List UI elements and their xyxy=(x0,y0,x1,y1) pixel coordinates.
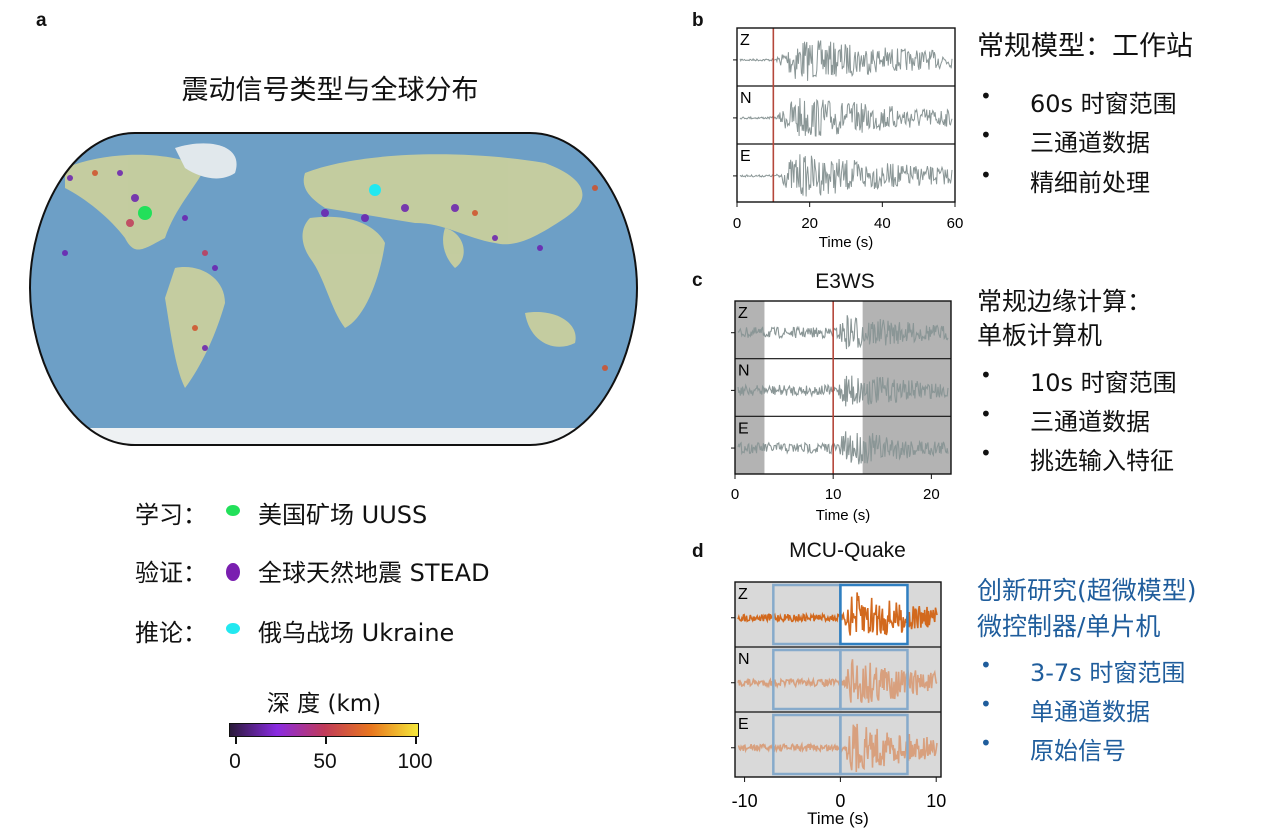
x-tick-label: 60 xyxy=(947,215,964,232)
bullet-text: 60s 时窗范围 xyxy=(1030,90,1177,118)
x-axis-label: Time (s) xyxy=(816,507,870,524)
x-tick-label: 20 xyxy=(923,486,940,503)
x-tick-label: -10 xyxy=(732,791,758,811)
bullet-text: 三通道数据 xyxy=(1030,129,1150,157)
plot-frame xyxy=(736,27,956,203)
bullet-icon: • xyxy=(980,363,992,387)
waveform-trace xyxy=(737,375,949,407)
x-axis-label: Time (s) xyxy=(819,234,873,251)
time-window-box xyxy=(839,648,909,711)
bullet-icon: • xyxy=(980,84,992,108)
waveform-trace xyxy=(739,98,953,137)
x-tick-label: 0 xyxy=(835,791,845,811)
channel-label: Z xyxy=(738,586,748,603)
x-tick-label: 10 xyxy=(825,486,842,503)
bullet-icon: • xyxy=(980,163,992,187)
waveform-trace xyxy=(737,431,949,465)
legend-text: 全球天然地震 STEAD xyxy=(258,559,490,587)
plot-frame xyxy=(734,300,952,475)
panel-heading: 单板计算机 xyxy=(977,321,1103,350)
channel-label: Z xyxy=(738,305,748,322)
channel-label: N xyxy=(738,363,750,380)
colorbar-tick-label: 0 xyxy=(229,750,241,773)
panel-a-label: a xyxy=(36,10,47,31)
bullet-text: 10s 时窗范围 xyxy=(1030,369,1177,397)
time-window-box xyxy=(839,713,909,776)
panel-c-label: c xyxy=(692,270,703,291)
waveform-trace xyxy=(737,659,938,703)
x-tick-label: 40 xyxy=(874,215,891,232)
x-tick-label: 0 xyxy=(733,215,741,232)
legend-text: 美国矿场 UUSS xyxy=(258,501,428,529)
waveform-trace xyxy=(737,315,949,350)
panel-heading: 创新研究(超微模型) xyxy=(977,576,1197,605)
colorbar-tick-label: 50 xyxy=(313,750,337,773)
colorbar-tick-label: 100 xyxy=(397,750,433,773)
bullet-icon: • xyxy=(980,441,992,465)
panel-d-label: d xyxy=(692,541,704,562)
channel-label: N xyxy=(740,90,752,107)
bullet-icon: • xyxy=(980,402,992,426)
panel-c-title: E3WS xyxy=(815,270,875,293)
bullet-text: 挑选输入特征 xyxy=(1030,447,1174,475)
legend-text: 俄乌战场 Ukraine xyxy=(258,619,455,647)
waveform-trace xyxy=(739,154,953,197)
bullet-text: 精细前处理 xyxy=(1030,169,1150,197)
colorbar xyxy=(229,723,419,737)
waveform-trace xyxy=(737,592,938,636)
x-tick-label: 10 xyxy=(926,791,946,811)
panel-heading: 常规边缘计算： xyxy=(977,287,1153,316)
bullet-icon: • xyxy=(980,692,992,716)
bullet-text: 三通道数据 xyxy=(1030,408,1150,436)
world-map xyxy=(29,132,638,446)
plot-frame xyxy=(734,581,942,778)
channel-label: E xyxy=(740,148,751,165)
channel-label: E xyxy=(738,716,749,733)
waveform-trace xyxy=(737,723,938,773)
panel-b-label: b xyxy=(692,10,704,31)
bullet-icon: • xyxy=(980,731,992,755)
x-tick-label: 20 xyxy=(801,215,818,232)
legend-prefix: 验证： xyxy=(135,559,207,587)
channel-label: Z xyxy=(740,32,750,49)
channel-label: E xyxy=(738,420,749,437)
map-title: 震动信号类型与全球分布 xyxy=(181,75,479,106)
panel-heading: 常规模型：工作站 xyxy=(977,31,1193,62)
channel-label: N xyxy=(738,651,750,668)
time-window-box xyxy=(839,583,909,646)
bullet-icon: • xyxy=(980,123,992,147)
legend-marker-icon xyxy=(226,563,240,581)
legend-marker-icon xyxy=(226,505,240,516)
bullet-icon: • xyxy=(980,653,992,677)
colorbar-title: 深 度 (km) xyxy=(266,691,382,717)
panel-d-title: MCU-Quake xyxy=(789,539,906,562)
waveform-trace xyxy=(739,40,953,81)
legend-marker-icon xyxy=(226,623,240,634)
colorbar-tick xyxy=(325,737,327,744)
x-axis-label: Time (s) xyxy=(807,809,869,828)
panel-heading: 微控制器/单片机 xyxy=(977,612,1161,641)
x-tick-label: 0 xyxy=(731,486,739,503)
colorbar-tick xyxy=(235,737,237,744)
legend-prefix: 学习： xyxy=(135,501,207,529)
colorbar-tick xyxy=(415,737,417,744)
bullet-text: 3-7s 时窗范围 xyxy=(1030,659,1186,687)
event-dots xyxy=(62,170,608,371)
bullet-text: 单通道数据 xyxy=(1030,698,1150,726)
bullet-text: 原始信号 xyxy=(1030,737,1126,765)
legend-prefix: 推论： xyxy=(135,619,207,647)
